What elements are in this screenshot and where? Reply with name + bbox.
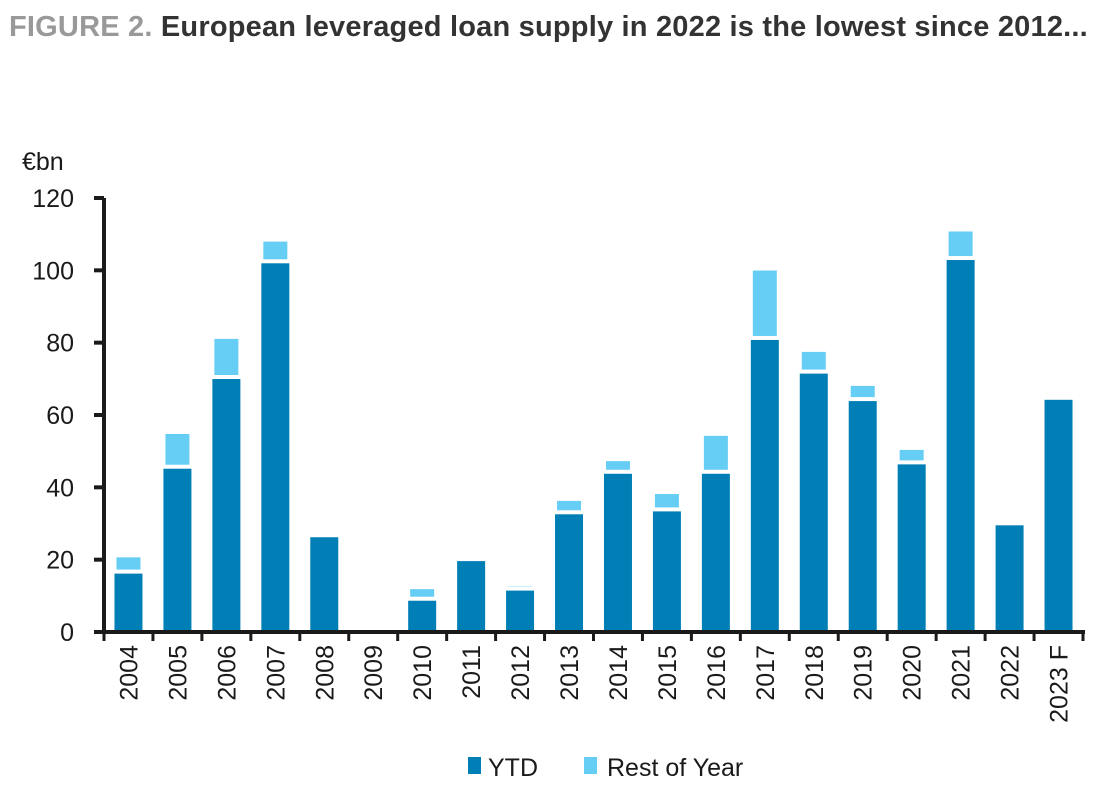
bar-ytd-2017 [750,337,779,632]
bar-ytd-2016 [701,471,730,632]
x-tick-label: 2007 [262,645,290,701]
bar-rest-of-year-2017 [748,266,781,340]
legend: YTD Rest of Year [468,754,743,782]
bar-rest-of-year-2012 [504,582,537,591]
bar-rest-of-year-2018 [797,347,830,374]
x-tick-label: 2017 [752,645,780,701]
legend-label-ytd: YTD [488,754,538,782]
y-tick-label: 100 [32,257,74,285]
legend-swatch-ytd [468,757,481,774]
x-tick-label: 2019 [850,645,878,701]
x-tick-label: 2018 [801,645,829,701]
y-axis: 0 20 40 60 80 100 120 [32,185,106,647]
bar-rest-of-year-2019 [846,381,879,402]
x-tick-label: 2006 [213,645,241,701]
y-tick-label: 20 [46,547,74,575]
bar-rest-of-year-2005 [161,429,194,469]
y-axis-unit-label: €bn [22,148,64,176]
bar-rest-of-year-2007 [259,237,292,264]
x-tick-label: 2005 [164,645,192,701]
bar-rest-of-year-2006 [210,334,243,380]
x-tick-label: 2020 [899,645,927,701]
bar-rest-of-year-2015 [650,490,683,512]
x-tick-label: 2013 [556,645,584,701]
y-tick-label: 80 [46,330,74,358]
x-tick-label: 2022 [997,645,1025,701]
bar-ytd-2023-f [1044,399,1073,632]
bar-ytd-2008 [310,537,339,632]
y-tick-label: 120 [32,185,74,213]
x-tick-label: 2023 F [1046,645,1074,723]
legend-swatch-rest-of-year [584,757,597,774]
bar-ytd-2006 [212,377,241,632]
bar-ytd-2007 [261,261,290,632]
x-axis: 2004 2005 2006 2007 2008 2009 2010 2011 2012 2013… [94,630,1085,723]
bar-ytd-2021 [946,258,975,632]
x-tick-label: 2012 [507,645,535,701]
bar-ytd-2013 [555,512,584,632]
bar-ytd-2011 [457,561,486,632]
x-tick-label: 2010 [409,645,437,701]
legend-label-rest-of-year: Rest of Year [607,754,743,782]
x-tick-label: 2021 [948,645,976,701]
bar-rest-of-year-2004 [112,553,145,574]
x-tick-label: 2016 [703,645,731,701]
bar-ytd-2019 [848,399,877,632]
bar-rest-of-year-2020 [895,445,928,465]
bar-ytd-2005 [163,466,192,632]
y-tick-label: 60 [46,402,74,430]
x-tick-label: 2008 [311,645,339,701]
bar-ytd-2020 [897,462,926,632]
bar-rest-of-year-2013 [553,496,586,515]
figure-title: European leveraged loan supply in 2022 i… [160,11,1088,43]
x-tick-label: 2015 [654,645,682,701]
bar-ytd-2004 [114,571,143,632]
bar-rest-of-year-2021 [944,227,977,261]
bar-rest-of-year-2010 [406,585,439,601]
figure-label: FIGURE 2. [9,11,153,43]
bar-ytd-2010 [408,598,437,632]
x-tick-label: 2004 [115,645,143,701]
bar-rest-of-year-2014 [601,457,634,474]
bar-ytd-2022 [995,525,1024,632]
x-tick-label: 2014 [605,645,633,701]
chart-title: FIGURE 2. European leveraged loan supply… [9,6,1099,49]
bars [112,227,1073,632]
y-tick-label: 0 [60,619,74,647]
x-tick-label: 2009 [360,645,388,701]
y-tick-label: 40 [46,474,74,502]
bar-ytd-2015 [652,509,681,632]
x-tick-label: 2011 [458,645,486,699]
bar-ytd-2018 [799,371,828,632]
bar-rest-of-year-2016 [699,431,732,474]
bar-ytd-2014 [603,471,632,632]
bar-ytd-2012 [506,588,535,632]
